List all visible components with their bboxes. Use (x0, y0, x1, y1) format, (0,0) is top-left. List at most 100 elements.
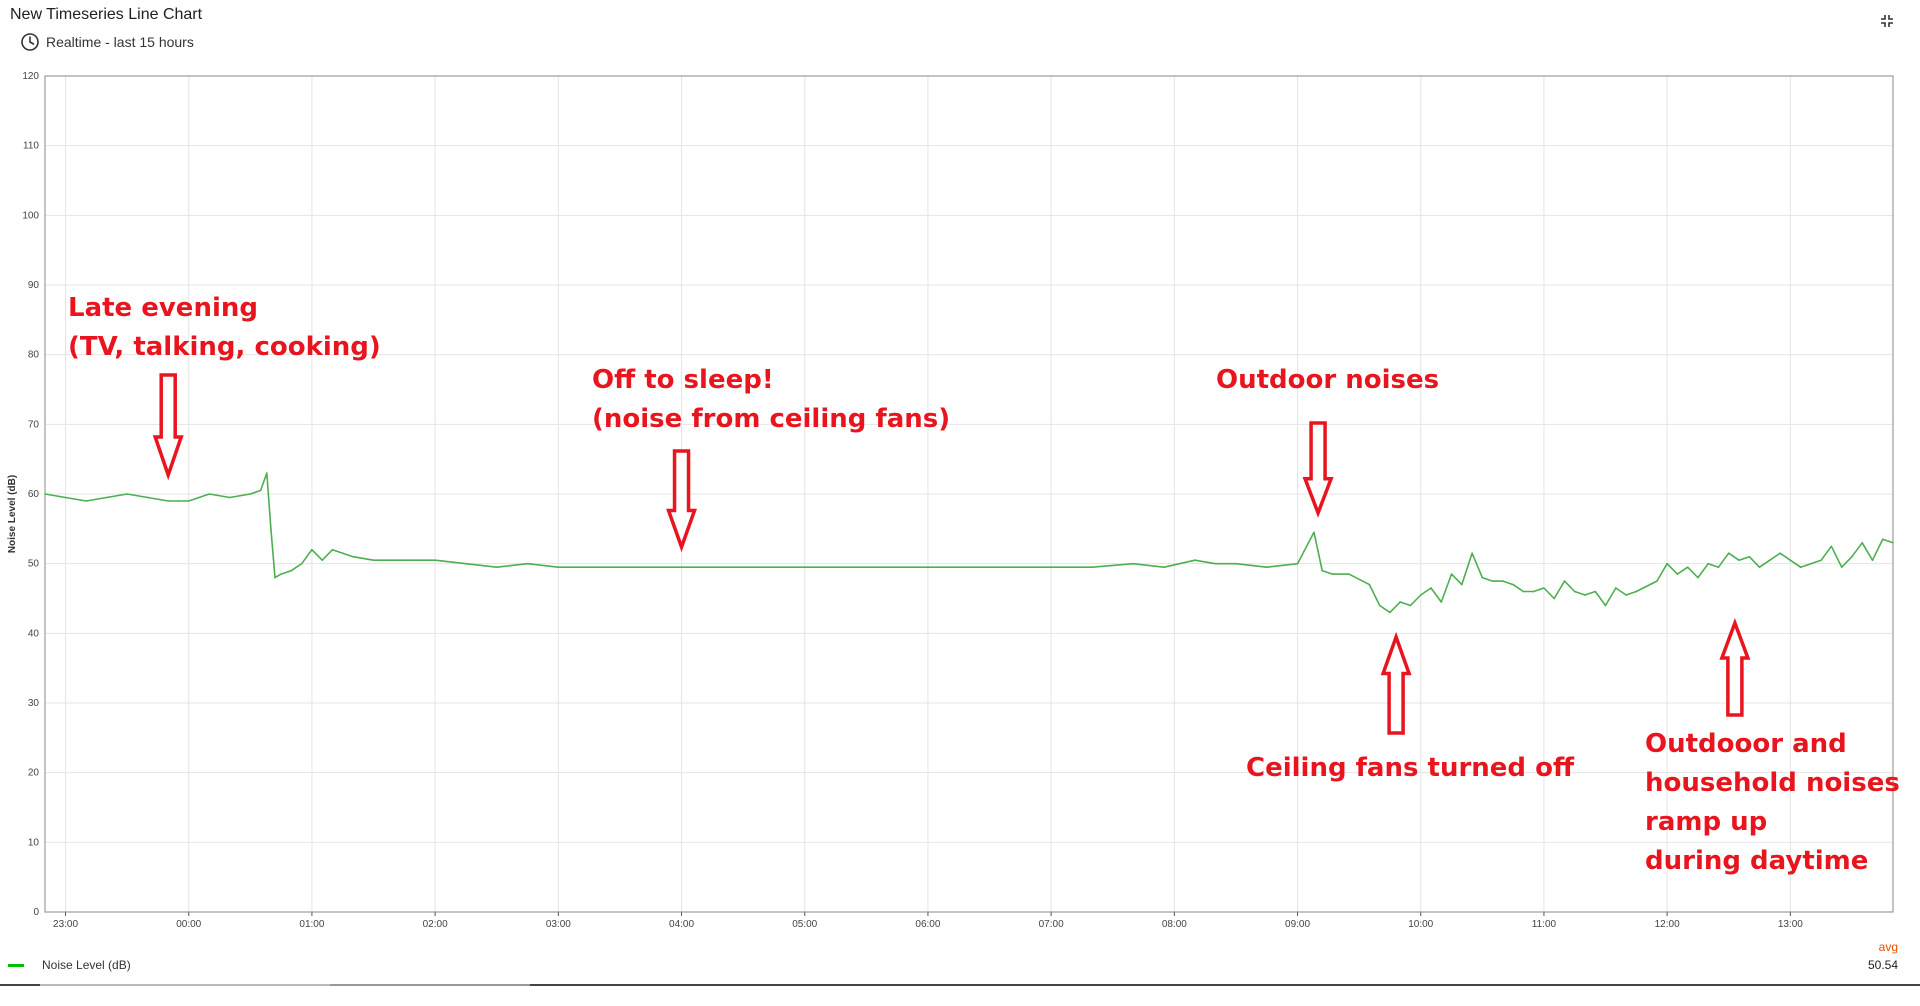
x-tick-label: 10:00 (1408, 919, 1433, 930)
y-tick-label: 120 (22, 71, 39, 82)
data-point (1635, 590, 1638, 593)
axes: 0 10 20 30 40 50 60 70 80 90 100 110 120 23:00 00:00 01… (7, 71, 1894, 930)
data-point (274, 576, 276, 579)
x-tick-label: 03:00 (546, 919, 571, 930)
x-tick-label: 01:00 (299, 919, 324, 930)
data-point (270, 528, 272, 530)
x-tick-label: 06:00 (915, 919, 940, 930)
data-point (146, 496, 149, 499)
widget-bottom-border (0, 984, 1920, 986)
annotation-arrow (1719, 617, 1751, 717)
data-point (526, 562, 529, 565)
x-tick-label: 04:00 (669, 919, 694, 930)
x-tick-label: 00:00 (176, 919, 201, 930)
data-point (167, 500, 169, 502)
data-point (495, 566, 498, 568)
data-point (1491, 580, 1494, 582)
data-point (290, 569, 293, 572)
fullscreen-button[interactable] (1878, 12, 1896, 30)
data-point (1368, 583, 1371, 586)
data-point (1543, 587, 1545, 589)
legend-aggregate: avg 50.54 (1868, 938, 1898, 974)
data-point (321, 559, 324, 561)
data-point (1430, 587, 1432, 589)
data-point (1481, 576, 1484, 579)
annotation-arrow (666, 449, 698, 553)
data-point (1830, 545, 1833, 548)
data-point (249, 493, 252, 495)
data-point (434, 559, 436, 561)
data-point (311, 548, 313, 551)
y-tick-label: 30 (28, 698, 40, 709)
data-point (1132, 562, 1135, 565)
y-tick-label: 50 (28, 559, 40, 570)
x-tick-label: 07:00 (1039, 919, 1064, 930)
data-point (1594, 590, 1597, 593)
y-tick-label: 40 (28, 628, 40, 639)
x-tick-label: 05:00 (792, 919, 817, 930)
aggregate-value: 50.54 (1867, 958, 1898, 972)
data-point (413, 559, 416, 561)
y-tick-label: 10 (28, 837, 40, 848)
data-point (1584, 594, 1586, 596)
y-tick-label: 60 (28, 489, 40, 500)
data-point (1313, 531, 1315, 534)
data-point (1553, 597, 1555, 600)
aggregate-label: avg (1878, 940, 1898, 954)
annotation-late-evening: Late evening (TV, talking, cooking) (68, 293, 381, 362)
data-point (331, 548, 334, 551)
data-point (1522, 590, 1525, 593)
annotation-arrows (152, 373, 1751, 735)
data-point (1091, 566, 1093, 568)
data-point (1861, 541, 1863, 544)
annotation-ceiling-fans-off: Ceiling fans turned off (1246, 753, 1575, 783)
data-point (1625, 594, 1627, 596)
data-point (598, 566, 601, 568)
data-point (187, 500, 190, 502)
annotation-daytime-ramp: Outdooor and household noises ramp up du… (1645, 729, 1900, 876)
data-point (1707, 562, 1709, 565)
data-point (1656, 580, 1658, 582)
data-point (372, 559, 375, 561)
x-tick-label: 13:00 (1778, 919, 1803, 930)
data-point (557, 566, 560, 568)
data-point (1163, 566, 1165, 568)
data-point (259, 489, 262, 492)
data-point (1779, 552, 1781, 555)
data-point (1604, 604, 1607, 607)
data-point (1727, 552, 1730, 555)
data-point (1235, 562, 1237, 565)
data-point (1686, 566, 1689, 568)
data-point (968, 566, 970, 568)
data-point (1265, 566, 1268, 568)
data-point (721, 566, 724, 568)
data-point (1296, 562, 1299, 565)
legend-label[interactable]: Noise Level (dB) (42, 958, 131, 972)
y-tick-label: 70 (28, 419, 40, 430)
data-point (1450, 573, 1453, 575)
data-point (1769, 559, 1771, 561)
y-tick-label: 80 (28, 350, 40, 361)
data-point (762, 566, 765, 568)
data-point (1348, 573, 1350, 575)
y-axis-label: Noise Level (dB) (7, 475, 18, 553)
data-point (1512, 583, 1514, 586)
y-tick-label: 20 (28, 768, 40, 779)
data-point (265, 472, 268, 474)
data-point (1799, 566, 1802, 568)
x-tick-label: 12:00 (1655, 919, 1680, 930)
x-tick-label: 23:00 (53, 919, 78, 930)
data-point (465, 562, 467, 565)
data-point (208, 493, 211, 495)
data-point (1871, 559, 1874, 561)
data-point (1399, 601, 1401, 603)
annotation-arrow (152, 373, 184, 481)
data-point (85, 500, 87, 502)
data-point (105, 496, 108, 499)
data-point (1409, 604, 1412, 607)
annotation-arrow (1302, 421, 1334, 518)
time-window-selector[interactable]: Realtime - last 15 hours (20, 32, 194, 52)
x-tick-label: 02:00 (423, 919, 448, 930)
data-point (1331, 573, 1334, 575)
data-point (1717, 566, 1720, 568)
